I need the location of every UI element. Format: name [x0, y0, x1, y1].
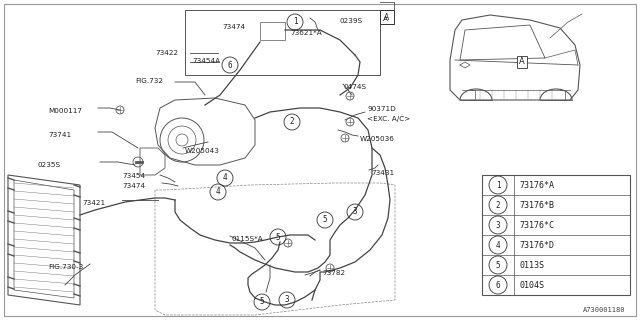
Text: 73431: 73431	[371, 170, 394, 176]
Text: 73454: 73454	[122, 173, 145, 179]
Text: 1: 1	[292, 18, 298, 27]
Text: 0239S: 0239S	[340, 18, 363, 24]
Text: 4: 4	[216, 188, 220, 196]
Text: <EXC. A/C>: <EXC. A/C>	[367, 116, 410, 122]
Text: 4: 4	[496, 241, 500, 250]
Text: W205036: W205036	[360, 136, 395, 142]
Text: 73422: 73422	[155, 50, 178, 56]
Text: A: A	[383, 16, 388, 22]
Text: 73176*D: 73176*D	[519, 241, 554, 250]
Text: FIG.732: FIG.732	[135, 78, 163, 84]
Text: 90371D: 90371D	[367, 106, 396, 112]
Text: 73176*C: 73176*C	[519, 220, 554, 229]
Text: 0235S: 0235S	[38, 162, 61, 168]
Text: A: A	[385, 12, 390, 21]
Text: 6: 6	[496, 281, 500, 290]
Text: 73621*A: 73621*A	[290, 30, 322, 36]
FancyBboxPatch shape	[380, 10, 394, 24]
Text: 73782: 73782	[322, 270, 345, 276]
Text: 0104S: 0104S	[519, 281, 544, 290]
Text: 5: 5	[260, 298, 264, 307]
FancyBboxPatch shape	[4, 4, 636, 316]
Text: 2: 2	[290, 117, 294, 126]
Text: 3: 3	[496, 220, 500, 229]
Text: 6: 6	[228, 60, 232, 69]
Text: 73176*B: 73176*B	[519, 201, 554, 210]
Text: A730001180: A730001180	[582, 307, 625, 313]
Text: 0113S: 0113S	[519, 260, 544, 269]
Text: 73474: 73474	[122, 183, 145, 189]
Text: 73176*A: 73176*A	[519, 180, 554, 189]
Text: 73474: 73474	[222, 24, 245, 30]
Text: 5: 5	[496, 260, 500, 269]
Text: FIG.730-3: FIG.730-3	[48, 264, 83, 270]
Text: 0474S: 0474S	[343, 84, 366, 90]
FancyBboxPatch shape	[185, 10, 380, 75]
Text: 73741: 73741	[48, 132, 71, 138]
Text: A: A	[519, 58, 525, 67]
FancyBboxPatch shape	[260, 22, 285, 40]
Text: 4: 4	[223, 173, 227, 182]
Text: 5: 5	[323, 215, 327, 225]
Text: M000117: M000117	[48, 108, 82, 114]
FancyBboxPatch shape	[482, 175, 630, 295]
Text: 0115S*A: 0115S*A	[232, 236, 264, 242]
Text: 5: 5	[276, 233, 280, 242]
Text: 1: 1	[496, 180, 500, 189]
Text: 2: 2	[496, 201, 500, 210]
Text: W205043: W205043	[185, 148, 220, 154]
Text: 73421: 73421	[82, 200, 105, 206]
Text: 3: 3	[353, 207, 357, 217]
Text: 3: 3	[285, 295, 289, 305]
Text: 73454A: 73454A	[192, 58, 220, 64]
